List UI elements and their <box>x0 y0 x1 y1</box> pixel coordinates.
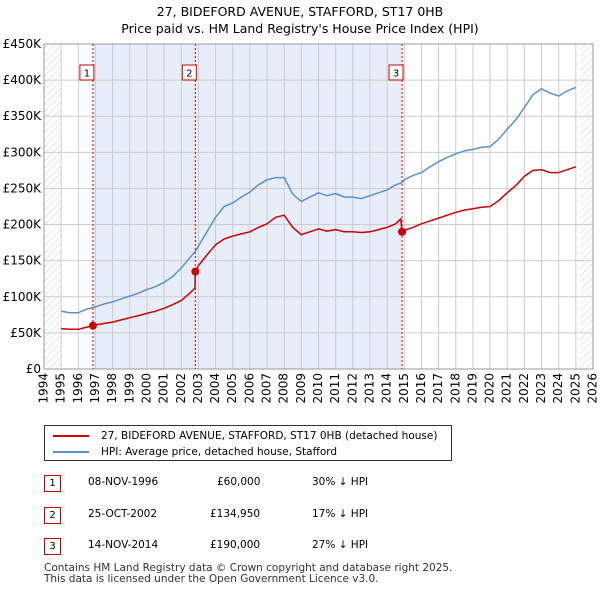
property-series-line <box>61 166 577 331</box>
transaction-hpi-diff: 30% ↓ HPI <box>312 476 369 488</box>
transaction-date: 25-OCT-2002 <box>88 508 157 520</box>
y-tick-label: £200K <box>3 218 43 232</box>
x-tick-label: 2008 <box>277 373 291 404</box>
transaction-date: 08-NOV-1996 <box>88 476 159 488</box>
legend-swatch-hpi <box>53 451 89 453</box>
chart-title: 27, BIDEFORD AVENUE, STAFFORD, ST17 0HB <box>156 4 444 19</box>
x-tick-label: 1996 <box>71 373 85 404</box>
chart-subtitle: Price paid vs. HM Land Registry's House … <box>121 21 479 36</box>
y-tick-label: £450K <box>3 37 43 51</box>
no-data-hatch <box>580 44 593 369</box>
x-tick-label: 2019 <box>465 373 479 404</box>
x-tick-label: 2012 <box>345 373 359 404</box>
y-tick-label: £300K <box>3 145 43 159</box>
sale-point <box>191 267 200 276</box>
transaction-price: £190,000 <box>210 539 261 551</box>
x-tick-label: 2011 <box>328 373 342 404</box>
transaction-number-badge: 2 <box>44 507 61 524</box>
x-tick-label: 2005 <box>225 373 239 404</box>
plot-frame <box>43 43 594 370</box>
price-chart: £0 £50K £100K £150K £200K £250K £300K £350K £400… <box>3 37 600 404</box>
legend-swatch-property <box>53 435 89 437</box>
x-tick-label: 2010 <box>311 373 325 404</box>
legend-item-property: 27, BIDEFORD AVENUE, STAFFORD, ST17 0HB … <box>53 429 437 443</box>
y-tick-label: £0 <box>26 362 41 376</box>
x-tick-label: 1998 <box>105 373 119 404</box>
transaction-hpi-diff: 17% ↓ HPI <box>312 508 369 520</box>
sale-marker-label: 2 <box>186 69 192 80</box>
sale-marker-box <box>79 64 95 81</box>
x-tick-label: 2006 <box>242 373 256 404</box>
x-tick-label: 2014 <box>380 373 394 404</box>
hpi-series-line <box>61 86 577 314</box>
chart-legend: 27, BIDEFORD AVENUE, STAFFORD, ST17 0HB … <box>44 425 452 461</box>
x-tick-label: 2009 <box>294 373 308 404</box>
transaction-number-badge: 1 <box>44 475 61 492</box>
sale-period-shade <box>195 44 403 369</box>
x-tick-label: 2007 <box>260 373 274 404</box>
transaction-number-badge: 3 <box>44 538 61 555</box>
x-tick-label: 2016 <box>414 373 428 404</box>
x-tick-label: 2001 <box>157 373 171 404</box>
legend-label-property: 27, BIDEFORD AVENUE, STAFFORD, ST17 0HB … <box>101 430 438 442</box>
sale-marker-box <box>181 64 197 81</box>
x-tick-label: 2004 <box>208 373 222 404</box>
x-tick-label: 2025 <box>568 373 582 404</box>
legend-item-hpi: HPI: Average price, detached house, Staf… <box>53 445 337 459</box>
transaction-price: £134,950 <box>210 508 261 520</box>
x-tick-label: 2022 <box>517 373 531 404</box>
sale-marker-box <box>388 64 404 81</box>
sale-point <box>88 321 97 330</box>
y-tick-label: £400K <box>3 73 43 87</box>
y-tick-label: £100K <box>3 290 43 304</box>
x-tick-label: 2017 <box>431 373 445 404</box>
x-tick-label: 2002 <box>174 373 188 404</box>
x-tick-label: 2018 <box>448 373 462 404</box>
x-tick-label: 2000 <box>139 373 153 404</box>
y-tick-label: £350K <box>3 109 43 123</box>
x-tick-label: 2015 <box>397 373 411 404</box>
no-data-hatch <box>44 44 62 369</box>
x-tick-label: 2003 <box>191 373 205 404</box>
x-tick-label: 2024 <box>551 373 565 404</box>
x-tick-label: 1995 <box>54 373 68 404</box>
transaction-price: £60,000 <box>217 476 261 488</box>
transaction-date: 14-NOV-2014 <box>88 539 159 551</box>
sale-period-shade <box>92 44 196 369</box>
x-tick-label: 1999 <box>122 373 136 404</box>
sale-marker-label: 3 <box>393 69 399 80</box>
y-tick-label: £50K <box>10 326 42 340</box>
x-tick-label: 2020 <box>483 373 497 404</box>
x-tick-label: 1994 <box>37 373 51 404</box>
x-tick-label: 2026 <box>586 373 600 404</box>
legend-label-hpi: HPI: Average price, detached house, Staf… <box>101 446 338 458</box>
transaction-hpi-diff: 27% ↓ HPI <box>312 539 369 551</box>
x-tick-label: 2013 <box>362 373 376 404</box>
y-tick-label: £150K <box>3 254 43 268</box>
sale-marker-label: 1 <box>84 69 90 80</box>
x-tick-label: 2021 <box>500 373 514 404</box>
x-tick-label: 2023 <box>534 373 548 404</box>
footer-copyright: Contains HM Land Registry data © Crown c… <box>44 562 453 574</box>
y-tick-label: £250K <box>3 181 43 195</box>
sale-point <box>398 227 407 236</box>
footer-licence: This data is licensed under the Open Gov… <box>44 573 379 585</box>
x-tick-label: 1997 <box>88 373 102 404</box>
